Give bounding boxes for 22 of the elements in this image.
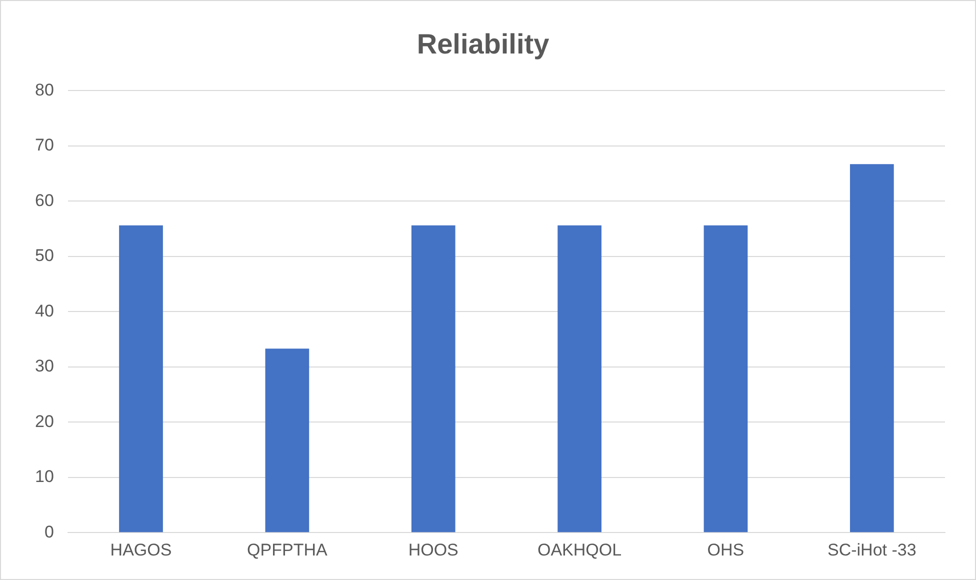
bar	[119, 225, 163, 532]
x-tick-label: SC-iHot -33	[828, 540, 916, 560]
x-tick-label: OAKHQOL	[538, 540, 622, 560]
x-tick-label: OHS	[707, 540, 744, 560]
y-tick-label: 40	[34, 301, 54, 320]
bar	[850, 164, 894, 532]
bar	[411, 225, 456, 532]
y-tick-label: 80	[34, 80, 54, 100]
bar	[558, 225, 602, 532]
y-tick-label: 70	[34, 136, 54, 155]
x-tick-label: HOOS	[408, 540, 458, 560]
y-tick-label: 50	[34, 246, 54, 266]
bar	[265, 348, 310, 532]
chart-title: Reliability	[416, 28, 550, 60]
y-tick-label: 60	[34, 190, 54, 210]
x-tick-label: HAGOS	[110, 540, 172, 560]
y-tick-label: 20	[34, 412, 54, 431]
y-tick-label: 0	[44, 522, 54, 542]
x-tick-label: QPFPTHA	[247, 540, 328, 560]
y-tick-label: 10	[34, 467, 54, 486]
y-tick-label: 30	[34, 356, 54, 376]
bar	[704, 225, 748, 532]
